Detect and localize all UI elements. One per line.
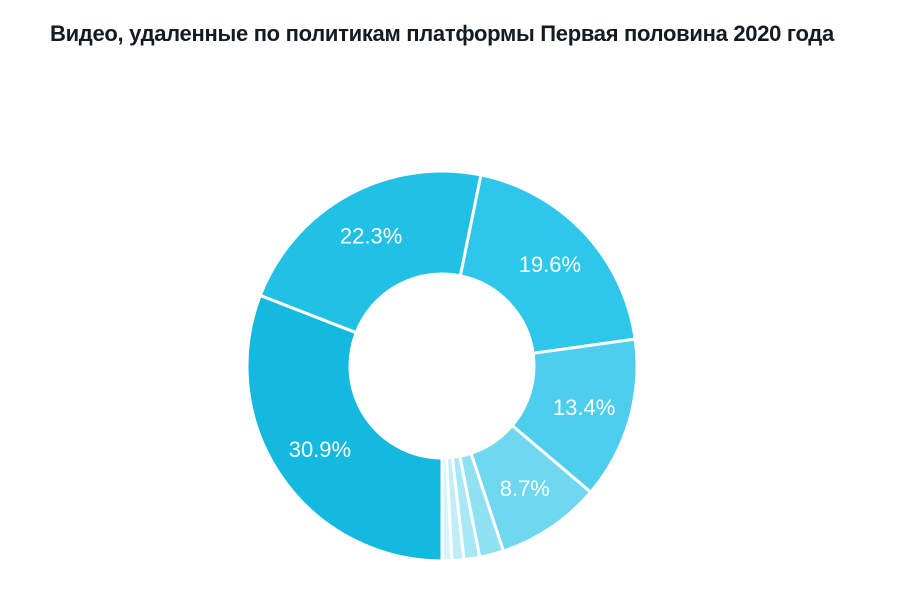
pie-slice-3[interactable]: [510, 337, 639, 494]
pie-slice-8[interactable]: [440, 456, 454, 563]
pie-slice-label-0: 30.9%: [289, 437, 351, 462]
pie-slice-label-1: 22.3%: [340, 224, 402, 249]
pie-slice-label-4: 8.7%: [500, 476, 550, 501]
pie-slice-0[interactable]: [245, 293, 444, 563]
chart-title: Видео, удаленные по политикам платформы …: [50, 21, 834, 46]
pie-slice-label-2: 19.6%: [519, 252, 581, 277]
pie-slice-2[interactable]: [458, 173, 637, 355]
pie-slice-1[interactable]: [258, 169, 483, 335]
pie-slice-label-3: 13.4%: [553, 395, 615, 420]
